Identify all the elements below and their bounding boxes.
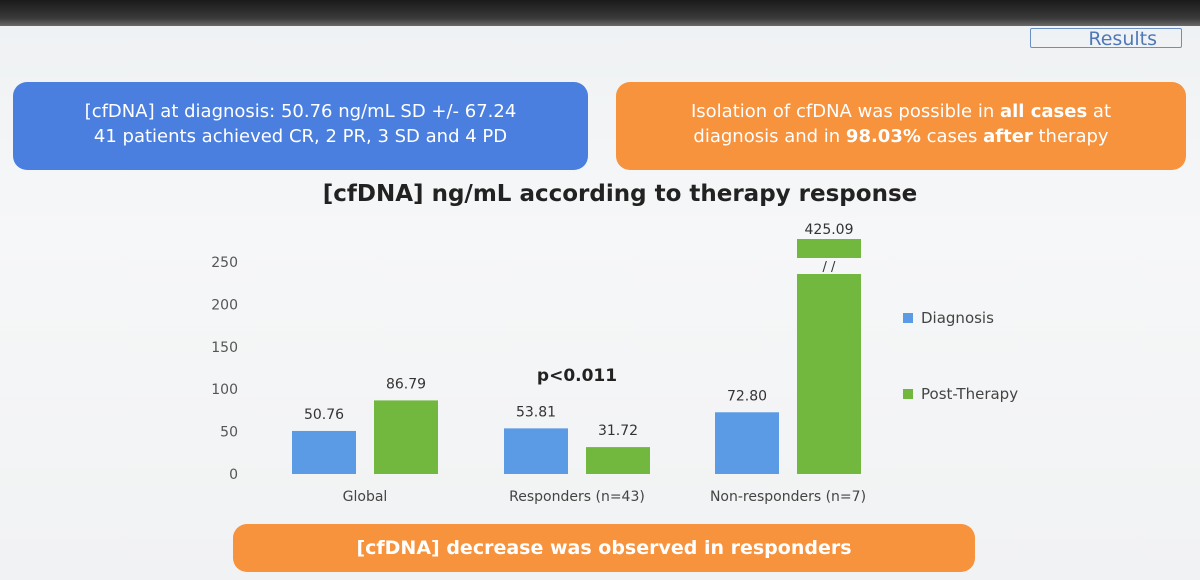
isolation-text-d: diagnosis and in [693, 126, 846, 147]
legend-label-diagnosis: Diagnosis [921, 309, 994, 327]
data-label-post-therapy-global: 86.79 [386, 376, 426, 392]
bar-diagnosis-responders-n-43 [504, 428, 568, 474]
legend-item-post-therapy: Post-Therapy [903, 385, 1018, 403]
diagnosis-summary-line-2: 41 patients achieved CR, 2 PR, 3 SD and … [93, 126, 508, 147]
data-label-diagnosis-responders-n-43: 53.81 [516, 404, 556, 420]
y-tick-label-150: 150 [211, 340, 238, 356]
y-tick-label-250: 250 [211, 255, 238, 271]
bar-post-therapy-non-responders-n-7 [797, 274, 861, 474]
y-tick-label-200: 200 [211, 297, 238, 313]
data-label-post-therapy-non-responders-n-7: 425.09 [805, 222, 854, 238]
data-label-post-therapy-responders-n-43: 31.72 [598, 423, 638, 439]
data-label-diagnosis-non-responders-n-7: 72.80 [727, 388, 767, 404]
bar-post-therapy-responders-n-43 [586, 447, 650, 474]
section-tab-results: Results [1030, 28, 1182, 49]
isolation-text-percent: 98.03% [845, 126, 921, 147]
slide-top-frame [0, 0, 1200, 26]
x-tick-label-non-responders-n-7: Non-responders (n=7) [710, 489, 866, 505]
p-value-annotation: p<0.011 [537, 366, 617, 386]
legend-swatch-post-therapy [903, 389, 913, 399]
isolation-text-all-cases: all cases [999, 101, 1088, 122]
bar-diagnosis-non-responders-n-7 [715, 412, 779, 474]
bar-cap-post-therapy-non-responders-n-7 [797, 239, 861, 258]
legend-item-diagnosis: Diagnosis [903, 309, 994, 327]
bar-diagnosis-global [292, 430, 356, 474]
conclusion-box: [cfDNA] decrease was observed in respond… [233, 524, 975, 572]
isolation-text-a: Isolation of cfDNA was possible in [690, 101, 1000, 122]
y-tick-label-100: 100 [211, 382, 238, 398]
isolation-text-after: after [983, 126, 1033, 147]
y-tick-label-0: 0 [229, 467, 238, 483]
bar-post-therapy-global [374, 400, 438, 474]
chart-title: [cfDNA] ng/mL according to therapy respo… [322, 181, 918, 207]
isolation-text-f: therapy [1032, 126, 1109, 147]
isolation-summary-line-1: Isolation of cfDNA was possible in all c… [616, 99, 1186, 124]
isolation-summary-line-2: diagnosis and in 98.03% cases after ther… [616, 124, 1186, 149]
legend-swatch-diagnosis [903, 313, 913, 323]
diagnosis-summary-box: [cfDNA] at diagnosis: 50.76 ng/mL SD +/-… [13, 82, 588, 170]
x-tick-label-responders-n-43: Responders (n=43) [509, 489, 645, 505]
isolation-text-c: at [1087, 101, 1112, 122]
x-tick-label-global: Global [343, 489, 388, 505]
y-tick-label-50: 50 [220, 425, 238, 441]
diagnosis-summary-line-1: [cfDNA] at diagnosis: 50.76 ng/mL SD +/-… [84, 101, 517, 122]
isolation-text-e: cases [920, 126, 984, 147]
data-label-diagnosis-global: 50.76 [304, 407, 344, 423]
legend-label-post-therapy: Post-Therapy [921, 385, 1019, 403]
isolation-summary-box: Isolation of cfDNA was possible in all c… [616, 82, 1186, 170]
axis-break-mark: / / [823, 260, 837, 275]
